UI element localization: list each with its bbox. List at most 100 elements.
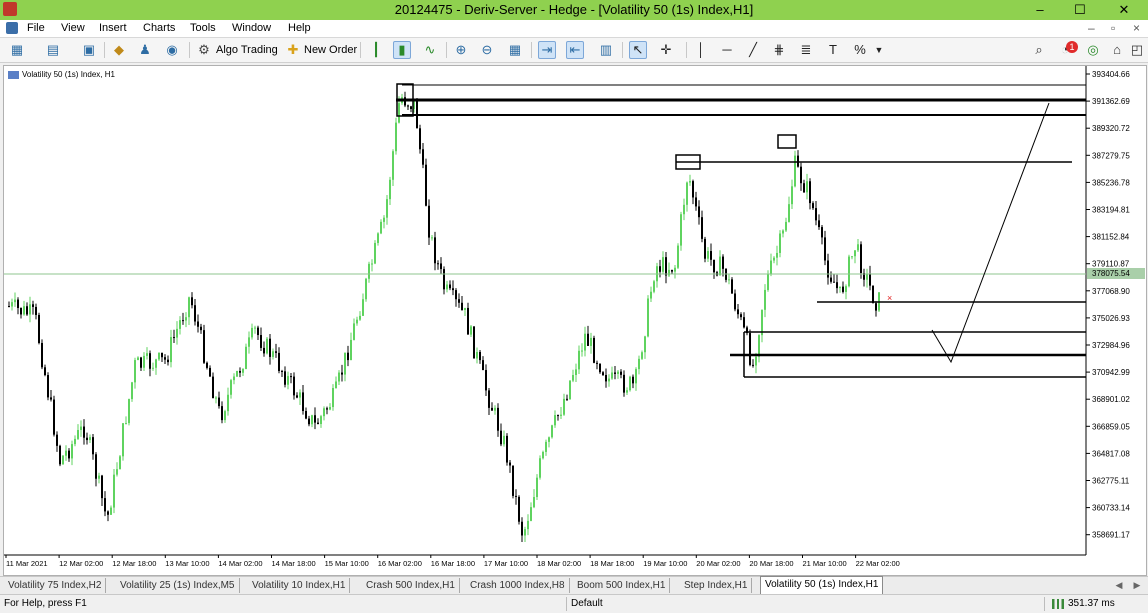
tab-volatility-50-1s[interactable]: Volatility 50 (1s) Index,H1	[760, 576, 884, 594]
candle-body	[386, 199, 388, 218]
candle-body	[266, 338, 268, 354]
candlestick-chart-icon[interactable]: ▮	[393, 41, 411, 59]
tab-volatility-10[interactable]: Volatility 10 Index,H1	[248, 578, 351, 593]
time-label: 18 Mar 18:00	[590, 559, 634, 568]
algo-trading-icon[interactable]: ⚙	[198, 42, 210, 57]
candle-body	[56, 434, 58, 446]
time-label: 14 Mar 18:00	[272, 559, 316, 568]
maximize-button[interactable]: ☐	[1074, 2, 1086, 17]
data-window-icon[interactable]: ♟	[139, 42, 151, 57]
menu-insert[interactable]: Insert	[99, 22, 127, 34]
market-watch-icon[interactable]: ◆	[114, 42, 124, 57]
signals-icon[interactable]: ◉	[166, 42, 178, 57]
profiles-icon[interactable]: ▤	[46, 42, 60, 57]
candle-body	[806, 181, 808, 193]
candle-body	[650, 291, 652, 299]
candle-body	[320, 416, 322, 425]
time-label: 16 Mar 18:00	[431, 559, 475, 568]
crosshair-icon[interactable]: ✛	[660, 42, 672, 57]
candle-body	[812, 203, 814, 209]
candle-body	[185, 317, 187, 321]
menu-view[interactable]: View	[61, 22, 85, 34]
tab-crash-1000[interactable]: Crash 1000 Index,H8	[466, 578, 570, 593]
menu-file[interactable]: File	[27, 22, 45, 34]
candle-body	[602, 372, 604, 375]
equidistant-channel-icon[interactable]: ⋕	[773, 42, 785, 57]
indicators-icon[interactable]: ▥	[599, 42, 613, 57]
candle-body	[101, 475, 103, 499]
navigator-icon[interactable]: ▣	[82, 42, 96, 57]
candle-body	[512, 465, 514, 496]
chart-shift-icon[interactable]: ⇤	[566, 41, 584, 59]
candle-body	[527, 520, 529, 530]
search-icon[interactable]: ⌕	[1035, 42, 1043, 57]
minimize-button[interactable]: –	[1036, 2, 1044, 17]
signal-icon[interactable]: ◎	[1087, 42, 1099, 57]
candle-body	[431, 237, 433, 239]
candle-body	[206, 362, 208, 368]
close-button[interactable]: ✕	[1118, 2, 1130, 17]
candle-body	[767, 274, 769, 290]
candle-body	[110, 507, 112, 515]
notifications-icon[interactable]: ◔	[1061, 42, 1069, 57]
menu-charts[interactable]: Charts	[143, 22, 176, 34]
new-chart-icon[interactable]: ▦	[10, 42, 24, 57]
price-chart[interactable]: 393404.66 391362.69 389320.72 387279.75 3852…	[3, 65, 1147, 576]
candle-body	[71, 444, 73, 459]
doc-restore-button[interactable]: ▫	[1111, 21, 1116, 35]
bar-chart-icon[interactable]: ┃	[372, 42, 380, 57]
community-icon[interactable]: ◰	[1130, 42, 1144, 57]
algo-trading-button[interactable]: Algo Trading	[216, 44, 278, 56]
candle-body	[158, 352, 160, 360]
candle-body	[23, 306, 25, 315]
tab-crash-500[interactable]: Crash 500 Index,H1	[362, 578, 460, 593]
tab-volatility-25-1s[interactable]: Volatility 25 (1s) Index,M5	[116, 578, 240, 593]
new-order-icon[interactable]: ✚	[287, 42, 299, 57]
candle-body	[680, 214, 682, 246]
price-label: 360733.14	[1092, 504, 1130, 513]
price-label: 389320.72	[1092, 124, 1130, 133]
zoom-in-icon[interactable]: ⊕	[455, 42, 467, 57]
candle-body	[776, 252, 778, 258]
zoom-out-icon[interactable]: ⊖	[481, 42, 493, 57]
candle-body	[26, 306, 28, 315]
candle-body	[521, 521, 523, 536]
time-label: 13 Mar 10:00	[165, 559, 209, 568]
tab-volatility-75[interactable]: Volatility 75 Index,H2	[4, 578, 107, 593]
candle-body	[194, 305, 196, 322]
menu-help[interactable]: Help	[288, 22, 311, 34]
menu-window[interactable]: Window	[232, 22, 272, 34]
profile-name: Default	[571, 598, 603, 609]
tab-boom-500[interactable]: Boom 500 Index,H1	[573, 578, 671, 593]
doc-close-button[interactable]: ×	[1133, 21, 1141, 35]
doc-minimize-button[interactable]: –	[1088, 21, 1095, 35]
tile-windows-icon[interactable]: ▦	[508, 42, 522, 57]
arrows-menu-icon[interactable]: %	[854, 42, 866, 57]
tabs-scroll-right-icon[interactable]: ▶	[1133, 580, 1141, 590]
fibonacci-retracement-icon[interactable]: ≣	[800, 42, 812, 57]
menu-tools[interactable]: Tools	[190, 22, 216, 34]
new-order-button[interactable]: New Order	[304, 44, 358, 56]
horizontal-line-icon[interactable]: ─	[722, 42, 732, 57]
auto-scroll-icon[interactable]: ⇥	[538, 41, 556, 59]
candle-body	[809, 181, 811, 204]
candle-body	[665, 257, 667, 276]
market-icon[interactable]: ⌂	[1113, 42, 1121, 57]
chevron-down-icon[interactable]: ▼	[874, 45, 884, 55]
text-tool-icon[interactable]: T	[829, 42, 837, 57]
tabs-scroll-left-icon[interactable]: ◀	[1115, 580, 1123, 590]
candle-body	[191, 297, 193, 306]
candle-body	[569, 380, 571, 400]
candle-body	[626, 390, 628, 393]
line-chart-icon[interactable]: ∿	[424, 42, 436, 57]
candle-body	[734, 293, 736, 310]
candlestick-chart[interactable]: 393404.66 391362.69 389320.72 387279.75 3852…	[4, 66, 1146, 575]
candle-body	[743, 317, 745, 328]
candle-body	[692, 181, 694, 198]
cursor-icon[interactable]: ↖	[629, 41, 647, 59]
candle-body	[500, 430, 502, 445]
candle-body	[722, 256, 724, 269]
tab-step-index[interactable]: Step Index,H1	[680, 578, 753, 593]
trend-line-icon[interactable]: ╱	[749, 42, 757, 57]
vertical-line-icon[interactable]: │	[696, 42, 706, 57]
